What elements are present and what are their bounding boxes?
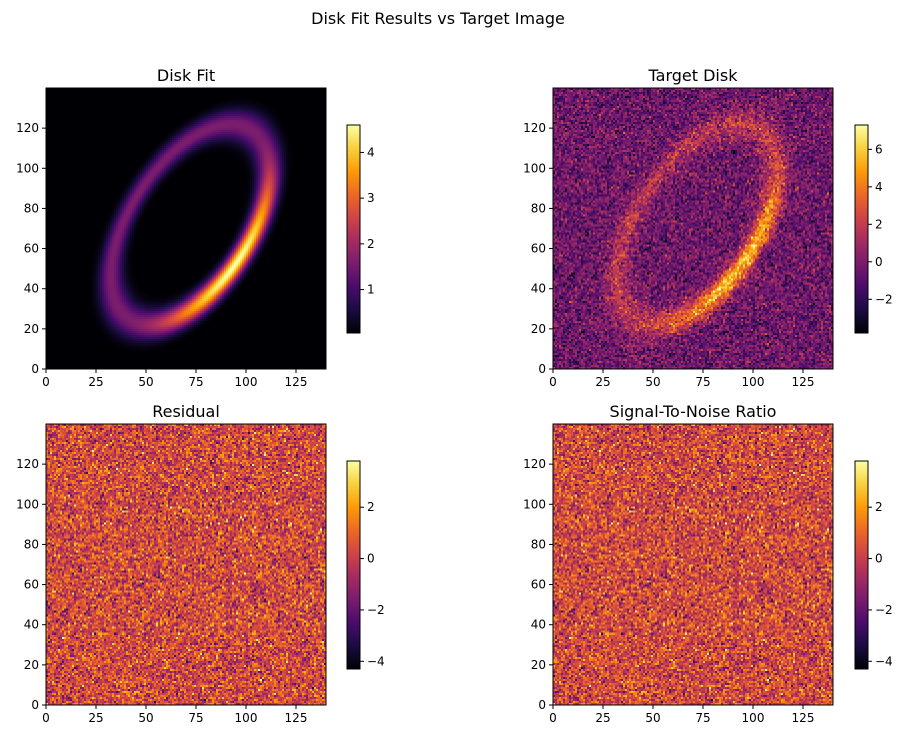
x-tick-label: 50 — [645, 375, 660, 389]
colorbar-tick-label: −2 — [367, 603, 385, 617]
y-tick-label: 80 — [531, 201, 546, 215]
heatmap-image — [46, 88, 326, 369]
x-tick-label: 75 — [695, 375, 710, 389]
subplot-title: Residual — [152, 402, 220, 421]
colorbar-tick-label: 0 — [875, 255, 883, 269]
colorbar-tick-label: −2 — [875, 603, 893, 617]
y-tick-label: 120 — [523, 121, 546, 135]
subplot-title: Disk Fit — [157, 66, 215, 85]
subplot-1: Disk Fit 0 25 50 75 100 125 0 20 40 60 80 100 120 1 2 3 4 — [16, 66, 375, 389]
x-tick-label: 100 — [742, 375, 765, 389]
y-tick-label: 0 — [538, 698, 546, 712]
axes-frame — [552, 87, 834, 370]
subplot-title: Target Disk — [648, 66, 739, 85]
x-tick-label: 75 — [695, 711, 710, 725]
colorbar-tick-label: 0 — [367, 552, 375, 566]
x-tick-label: 25 — [88, 711, 103, 725]
colorbar — [346, 124, 361, 334]
colorbar — [854, 460, 869, 670]
heatmap-image — [553, 424, 833, 705]
colorbar-tick-label: 2 — [367, 500, 375, 514]
y-tick-label: 120 — [16, 121, 39, 135]
colorbar-tick-label: 1 — [367, 283, 375, 297]
y-tick-label: 100 — [523, 161, 546, 175]
x-tick-label: 0 — [549, 711, 557, 725]
colorbar-tick-label: 4 — [367, 145, 375, 159]
x-tick-label: 0 — [42, 711, 50, 725]
x-tick-label: 25 — [88, 375, 103, 389]
axes-frame — [45, 87, 327, 370]
y-tick-label: 40 — [531, 282, 546, 296]
y-tick-label: 100 — [16, 161, 39, 175]
x-tick-label: 75 — [188, 375, 203, 389]
colorbar — [854, 124, 869, 334]
colorbar-tick-label: −4 — [875, 654, 893, 668]
y-tick-label: 40 — [24, 282, 39, 296]
x-tick-label: 100 — [742, 711, 765, 725]
colorbar-tick-label: 2 — [875, 217, 883, 231]
x-tick-label: 25 — [595, 375, 610, 389]
x-tick-label: 125 — [285, 711, 308, 725]
y-tick-label: 20 — [24, 322, 39, 336]
x-tick-label: 125 — [792, 711, 815, 725]
colorbar — [346, 460, 361, 670]
y-tick-label: 60 — [24, 578, 39, 592]
y-tick-label: 100 — [523, 497, 546, 511]
colorbar-tick-label: −4 — [367, 654, 385, 668]
y-tick-label: 40 — [24, 618, 39, 632]
x-tick-label: 100 — [235, 375, 258, 389]
x-tick-label: 50 — [138, 375, 153, 389]
y-tick-label: 20 — [531, 322, 546, 336]
y-tick-label: 20 — [24, 658, 39, 672]
x-tick-label: 125 — [792, 375, 815, 389]
colorbar-tick-label: 6 — [875, 142, 883, 156]
y-tick-label: 80 — [24, 201, 39, 215]
y-tick-label: 40 — [531, 618, 546, 632]
y-tick-label: 60 — [531, 578, 546, 592]
colorbar-tick-label: 2 — [875, 500, 883, 514]
colorbar-tick-label: 0 — [875, 552, 883, 566]
x-tick-label: 125 — [285, 375, 308, 389]
y-tick-label: 120 — [16, 457, 39, 471]
x-tick-label: 0 — [549, 375, 557, 389]
heatmap-image — [46, 424, 326, 705]
axes-frame — [552, 423, 834, 706]
x-tick-label: 25 — [595, 711, 610, 725]
y-tick-label: 0 — [31, 698, 39, 712]
y-tick-label: 80 — [531, 537, 546, 551]
y-tick-label: 0 — [538, 362, 546, 376]
y-tick-label: 0 — [31, 362, 39, 376]
axes-frame — [45, 423, 327, 706]
heatmap-image — [553, 88, 833, 369]
x-tick-label: 75 — [188, 711, 203, 725]
x-tick-label: 0 — [42, 375, 50, 389]
y-tick-label: 80 — [24, 537, 39, 551]
subplot-title: Signal-To-Noise Ratio — [610, 402, 777, 421]
colorbar-tick-label: 2 — [367, 237, 375, 251]
x-tick-label: 50 — [645, 711, 660, 725]
x-tick-label: 50 — [138, 711, 153, 725]
x-tick-label: 100 — [235, 711, 258, 725]
figure-suptitle: Disk Fit Results vs Target Image — [311, 9, 565, 28]
y-tick-label: 120 — [523, 457, 546, 471]
y-tick-label: 60 — [531, 242, 546, 256]
colorbar-tick-label: 3 — [367, 191, 375, 205]
y-tick-label: 100 — [16, 497, 39, 511]
y-tick-label: 20 — [531, 658, 546, 672]
colorbar-tick-label: 4 — [875, 180, 883, 194]
y-tick-label: 60 — [24, 242, 39, 256]
colorbar-tick-label: −2 — [875, 292, 893, 306]
